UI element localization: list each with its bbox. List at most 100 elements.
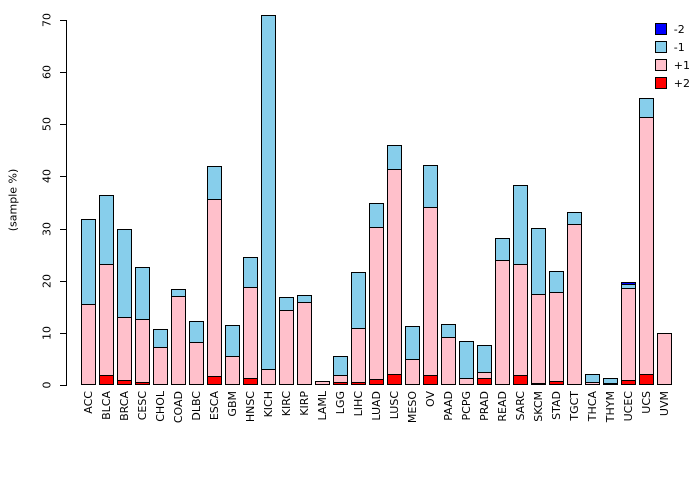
segment-plus1 — [369, 227, 384, 380]
y-tick-label: 70 — [40, 13, 54, 27]
x-label-chol: CHOL — [154, 391, 167, 422]
y-tick — [60, 385, 66, 386]
segment-plus2 — [423, 375, 438, 385]
segment-plus1 — [297, 302, 312, 385]
segment-plus1 — [603, 383, 618, 385]
bar-hnsc — [243, 257, 258, 385]
x-label-ucec: UCEC — [622, 391, 635, 422]
y-tick-label: 30 — [40, 222, 54, 236]
legend-swatch-minus2 — [654, 23, 667, 35]
y-axis-line — [66, 20, 67, 386]
bar-coad — [171, 289, 186, 385]
segment-minus1 — [189, 321, 204, 343]
bar-blca — [99, 195, 114, 385]
segment-plus2 — [351, 382, 366, 385]
segment-minus1 — [423, 165, 438, 208]
bar-stad — [549, 271, 564, 385]
x-label-hnsc: HNSC — [244, 391, 257, 423]
x-axis-labels: ACC BLCA BRCA CESC CHOL COAD DLBC ESCA GBM HNSC KI… — [67, 391, 672, 453]
x-label-cell: PRAD — [477, 391, 492, 453]
segment-plus1 — [261, 369, 276, 385]
bar-kirp — [297, 295, 312, 385]
legend-swatch-minus1 — [654, 41, 667, 53]
segment-plus1 — [405, 359, 420, 385]
segment-minus1 — [333, 356, 348, 376]
y-axis-title: (sample %) — [6, 168, 20, 232]
x-label-cell: GBM — [225, 391, 240, 453]
segment-plus1 — [99, 264, 114, 376]
segment-minus1 — [477, 345, 492, 373]
segment-plus2 — [387, 374, 402, 385]
x-label-cell: READ — [495, 391, 510, 453]
segment-minus1 — [279, 297, 294, 311]
legend-label-minus1: -1 — [673, 40, 685, 54]
bar-paad — [441, 324, 456, 385]
legend-label-plus1: +1 — [673, 58, 690, 72]
segment-plus1 — [315, 381, 330, 385]
bar-kich — [261, 15, 276, 385]
segment-minus1 — [153, 329, 168, 348]
segment-plus2 — [513, 375, 528, 385]
bar-chol — [153, 329, 168, 385]
bar-luad — [369, 203, 384, 385]
bar-laml — [315, 381, 330, 385]
segment-plus2 — [621, 380, 636, 385]
x-label-cell: KICH — [261, 391, 276, 453]
bar-skcm — [531, 228, 546, 385]
bar-cesc — [135, 267, 150, 385]
segment-plus1 — [243, 287, 258, 379]
segment-plus1 — [567, 224, 582, 385]
bar-brca — [117, 229, 132, 385]
y-tick-label: 60 — [40, 65, 54, 79]
legend-entry-plus1: +1 — [654, 56, 690, 74]
x-label-cell: HNSC — [243, 391, 258, 453]
bar-gbm — [225, 325, 240, 385]
segment-plus1 — [225, 356, 240, 385]
x-label-cell: LIHC — [351, 391, 366, 453]
x-label-paad: PAAD — [442, 391, 455, 421]
segment-plus1 — [621, 288, 636, 381]
legend-entry-minus2: -2 — [654, 20, 690, 38]
x-label-cell: KIRP — [297, 391, 312, 453]
segment-plus1 — [153, 347, 168, 385]
x-label-cell: CHOL — [153, 391, 168, 453]
segment-minus1 — [81, 219, 96, 305]
segment-minus1 — [117, 229, 132, 318]
x-label-cell: SKCM — [531, 391, 546, 453]
legend-entry-plus2: +2 — [654, 74, 690, 92]
x-label-read: READ — [496, 391, 509, 422]
segment-minus1 — [135, 267, 150, 320]
segment-plus2 — [477, 378, 492, 385]
y-tick-label: 20 — [40, 274, 54, 288]
segment-plus1 — [657, 333, 672, 385]
segment-plus1 — [135, 319, 150, 383]
segment-minus1 — [243, 257, 258, 288]
legend-label-plus2: +2 — [673, 76, 690, 90]
x-label-coad: COAD — [172, 391, 185, 424]
segment-plus1 — [495, 260, 510, 385]
x-label-cell: COAD — [171, 391, 186, 453]
segment-minus1 — [207, 166, 222, 200]
x-label-sarc: SARC — [514, 391, 527, 421]
x-label-cell: LGG — [333, 391, 348, 453]
bar-acc — [81, 219, 96, 385]
segment-minus1 — [387, 145, 402, 170]
x-label-cell: PAAD — [441, 391, 456, 453]
segment-minus1 — [531, 228, 546, 295]
y-tick-label: 40 — [40, 169, 54, 183]
x-label-brca: BRCA — [118, 391, 131, 421]
x-label-cell: TGCT — [567, 391, 582, 453]
segment-minus1 — [405, 326, 420, 360]
segment-plus2 — [639, 374, 654, 385]
legend: -2 -1 +1 +2 — [654, 20, 690, 92]
segment-plus1 — [81, 304, 96, 385]
segment-plus1 — [585, 382, 600, 385]
segment-minus1 — [495, 238, 510, 261]
x-label-dlbc: DLBC — [190, 391, 203, 421]
x-label-pcpg: PCPG — [460, 391, 473, 421]
x-label-prad: PRAD — [478, 391, 491, 421]
bar-meso — [405, 326, 420, 385]
segment-plus1 — [351, 328, 366, 383]
bar-ov — [423, 165, 438, 385]
segment-minus1 — [261, 15, 276, 370]
